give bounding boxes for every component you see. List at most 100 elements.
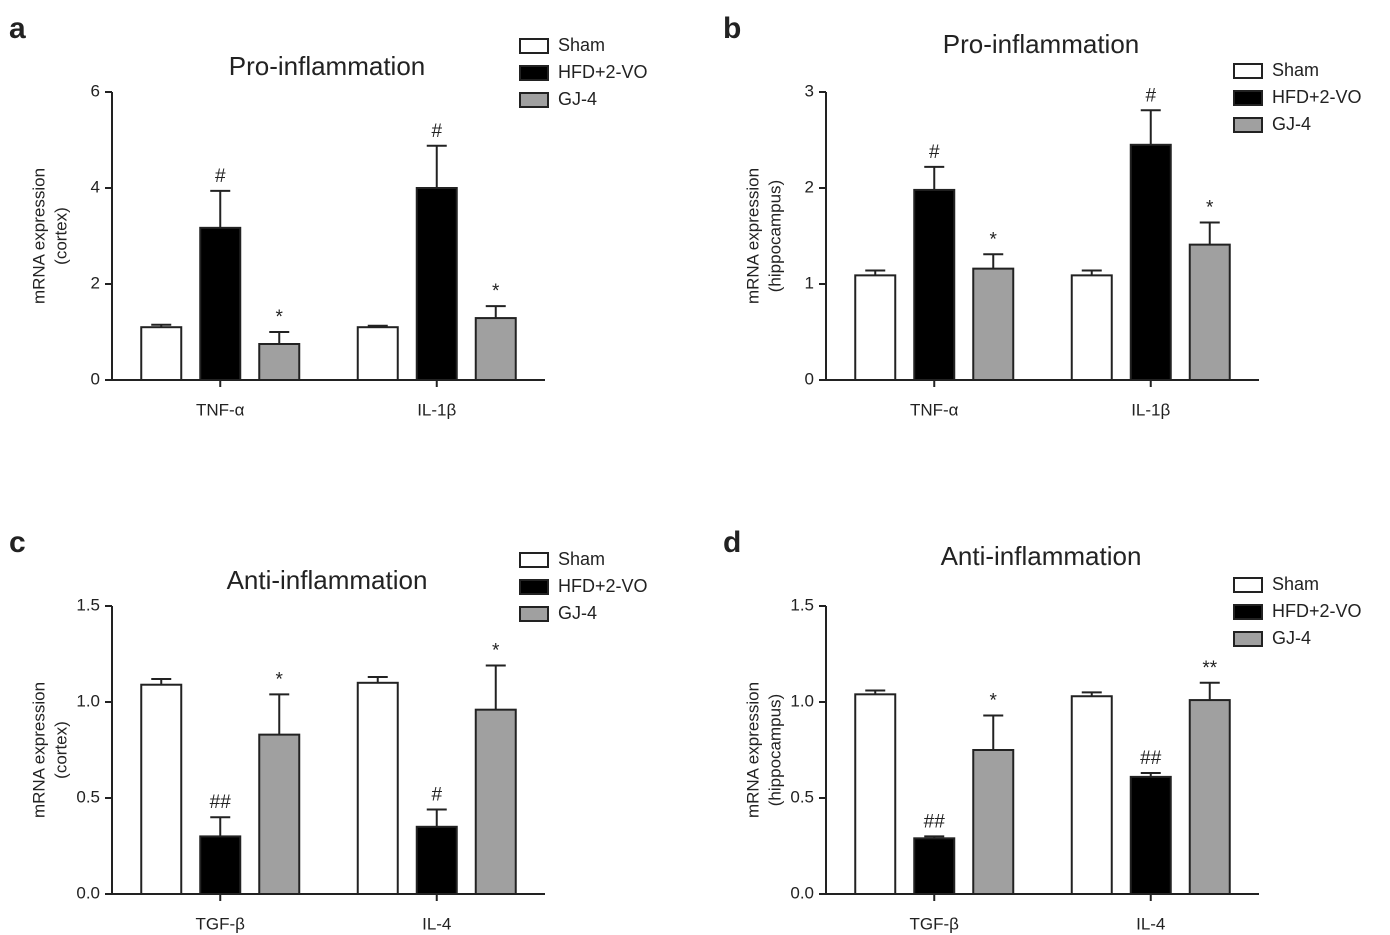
legend-swatch: [1233, 631, 1263, 647]
bar: [1070, 695, 1113, 895]
panel: c Anti-inflammation mRNA expression (cortex…: [9, 526, 648, 934]
bar: [474, 708, 517, 895]
chart-title: Pro-inflammation: [943, 29, 1140, 59]
bar: [913, 837, 956, 896]
x-tick-label: IL-4: [1136, 914, 1165, 933]
bar: [1129, 143, 1172, 381]
bar: [1188, 243, 1231, 381]
y-tick-label: 0.5: [790, 787, 814, 806]
y-tick-label: 3: [805, 81, 814, 100]
legend-label: HFD+2-VO: [558, 576, 648, 596]
bar: [140, 683, 183, 895]
bar: [258, 343, 301, 381]
bar: [199, 226, 242, 381]
legend-label: GJ-4: [1272, 114, 1311, 134]
legend-swatch: [1233, 90, 1263, 106]
legend-label: Sham: [1272, 574, 1319, 594]
significance-label: #: [1145, 85, 1156, 106]
significance-label: *: [276, 669, 284, 690]
legend-swatch: [519, 579, 549, 595]
legend-label: GJ-4: [558, 603, 597, 623]
legend-swatch: [519, 65, 549, 81]
x-tick-label: IL-1β: [417, 400, 456, 419]
y-tick-label: 0.0: [76, 883, 100, 902]
y-tick-label: 0.5: [76, 787, 100, 806]
y-tick-label: 2: [91, 273, 100, 292]
x-tick-label: IL-4: [422, 914, 451, 933]
chart-title: Pro-inflammation: [229, 51, 426, 81]
legend-swatch: [1233, 604, 1263, 620]
significance-label: #: [215, 166, 226, 187]
legend-label: Sham: [558, 549, 605, 569]
y-tick-label: 1.5: [76, 595, 100, 614]
bar: [854, 274, 897, 381]
x-tick-label: TNF-α: [196, 400, 245, 419]
panel: d Anti-inflammation mRNA expression (hippoc…: [723, 526, 1362, 934]
legend-label: Sham: [558, 35, 605, 55]
bar: [356, 681, 399, 895]
significance-label: #: [431, 785, 442, 806]
significance-label: *: [492, 281, 500, 302]
y-axis-label: mRNA expression: [743, 168, 762, 304]
bar: [415, 187, 458, 381]
panel-letter: c: [9, 526, 26, 559]
significance-label: **: [1202, 658, 1217, 679]
panel-letter: d: [723, 526, 741, 559]
legend-swatch: [519, 606, 549, 622]
y-tick-label: 1.0: [790, 691, 814, 710]
y-tick-label: 0: [805, 369, 814, 388]
bar: [474, 317, 517, 381]
chart-title: Anti-inflammation: [941, 541, 1142, 571]
bar: [854, 693, 897, 895]
significance-label: ##: [210, 792, 232, 813]
bar: [972, 267, 1015, 382]
y-tick-label: 1.0: [76, 691, 100, 710]
bar: [913, 188, 956, 381]
panel: b Pro-inflammation mRNA expression (hippoca…: [723, 12, 1362, 420]
y-axis-label: (hippocampus): [765, 180, 784, 292]
significance-label: ##: [924, 811, 946, 832]
bar: [972, 749, 1015, 895]
legend-swatch: [519, 92, 549, 108]
y-tick-label: 2: [805, 177, 814, 196]
significance-label: ##: [1140, 748, 1162, 769]
x-tick-label: TGF-β: [910, 914, 960, 933]
significance-label: #: [431, 121, 442, 142]
legend-swatch: [1233, 63, 1263, 79]
y-tick-label: 1: [805, 273, 814, 292]
significance-label: *: [276, 307, 284, 328]
legend-swatch: [1233, 577, 1263, 593]
significance-label: *: [990, 229, 998, 250]
legend-label: HFD+2-VO: [1272, 87, 1362, 107]
y-tick-label: 1.5: [790, 595, 814, 614]
legend-swatch: [519, 552, 549, 568]
bar: [258, 733, 301, 895]
legend-label: HFD+2-VO: [1272, 601, 1362, 621]
legend-label: Sham: [1272, 60, 1319, 80]
panel-letter: b: [723, 12, 741, 45]
bar: [415, 825, 458, 895]
y-axis-label: mRNA expression: [29, 682, 48, 818]
y-axis-label: mRNA expression: [29, 168, 48, 304]
significance-label: #: [929, 142, 940, 163]
y-tick-label: 0: [91, 369, 100, 388]
bar: [1129, 775, 1172, 896]
y-axis-label: mRNA expression: [743, 682, 762, 818]
chart-title: Anti-inflammation: [227, 565, 428, 595]
panel-letter: a: [9, 12, 26, 45]
y-tick-label: 6: [91, 81, 100, 100]
bar: [140, 326, 183, 382]
x-tick-label: TNF-α: [910, 400, 959, 419]
bar: [199, 835, 242, 895]
legend-label: GJ-4: [1272, 628, 1311, 648]
x-tick-label: TGF-β: [196, 914, 246, 933]
y-axis-label: (hippocampus): [765, 694, 784, 806]
significance-label: *: [492, 641, 500, 662]
x-tick-label: IL-1β: [1131, 400, 1170, 419]
y-tick-label: 4: [91, 177, 100, 196]
bar: [1070, 274, 1113, 381]
y-axis-label: (cortex): [51, 721, 70, 779]
bar: [356, 326, 399, 382]
